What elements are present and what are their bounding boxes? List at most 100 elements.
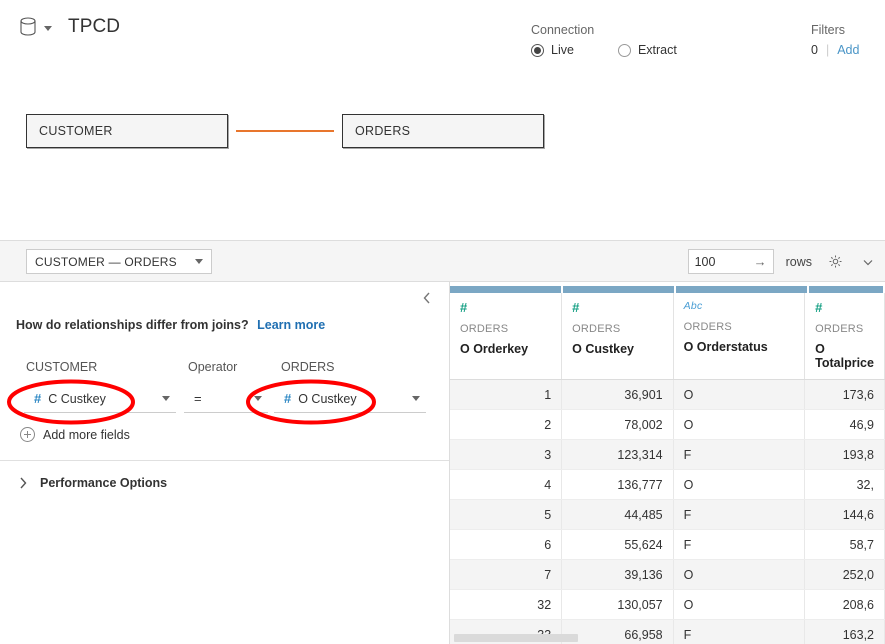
table-cell: 44,485 [561,499,674,530]
relationships-help-question: How do relationships differ from joins? [16,318,249,332]
grid-column-name: O Orderkey [460,342,529,356]
grid-column-header[interactable]: # ORDERS O Orderkey [450,293,563,380]
table-cell: 66,958 [561,619,674,644]
relationship-select[interactable]: CUSTOMER — ORDERS [26,249,212,274]
table-row[interactable]: 4 136,777 O 32, [450,469,885,500]
table-cell: 130,057 [561,589,674,620]
number-field-icon: # [34,391,42,406]
grid-header-row: # ORDERS O Orderkey # ORDERS O Custkey A… [450,293,885,380]
filters-group: Filters 0 | Add [811,23,859,57]
table-cell: 1 [450,379,563,410]
grid-column-name: O Custkey [572,342,634,356]
grid-column-header[interactable]: Abc ORDERS O Orderstatus [673,293,806,380]
table-row[interactable]: 32 130,057 O 208,6 [450,589,885,620]
grid-column-source: ORDERS [815,323,864,335]
clause-header-operator: Operator [188,360,238,374]
filters-row: 0 | Add [811,43,859,57]
arrow-right-icon[interactable]: → [753,254,767,269]
operator-selector[interactable]: = [184,385,268,413]
table-cell: 32, [804,469,885,500]
table-cell: O [673,409,806,440]
table-cell: F [673,529,806,560]
grid-column-header[interactable]: # ORDERS O Custkey [561,293,674,380]
datasource-name: TPCD [68,16,121,37]
lower-pane: How do relationships differ from joins? … [0,282,885,644]
table-cell: 193,8 [804,439,885,470]
relationship-line[interactable] [236,130,334,132]
connection-option-live-label: Live [551,43,574,57]
operator-label: = [194,391,202,406]
table-cell: 7 [450,559,563,590]
table-row[interactable]: 1 36,901 O 173,6 [450,379,885,410]
table-cell: 58,7 [804,529,885,560]
table-row[interactable]: 2 78,002 O 46,9 [450,409,885,440]
table-row[interactable]: 3 123,314 F 193,8 [450,439,885,470]
table-cell: 32 [450,589,563,620]
table-row[interactable]: 5 44,485 F 144,6 [450,499,885,530]
rows-controls: 100 → rows [687,249,875,274]
collapse-panel-button[interactable] [419,290,435,306]
data-grid: # ORDERS O Orderkey # ORDERS O Custkey A… [450,282,885,644]
left-field-selector[interactable]: # C Custkey [24,385,176,413]
grid-column-source: ORDERS [460,323,509,335]
table-cell: 39,136 [561,559,674,590]
table-cell: 163,2 [804,619,885,644]
filters-add-link[interactable]: Add [837,43,860,57]
learn-more-link[interactable]: Learn more [257,318,326,332]
table-cell: 3 [450,439,563,470]
relationship-select-label: CUSTOMER — ORDERS [35,254,177,269]
chevron-down-icon [195,259,203,264]
table-cell: 252,0 [804,559,885,590]
rows-label: rows [785,254,812,269]
canvas-table-orders[interactable]: ORDERS [342,114,544,148]
clause-header-left: CUSTOMER [26,360,98,374]
performance-options-toggle[interactable]: Performance Options [18,476,167,490]
table-cell: 173,6 [804,379,885,410]
filters-separator: | [825,43,830,57]
gear-icon[interactable] [828,254,843,269]
grid-top-accent-bar [450,286,885,293]
right-field-selector[interactable]: # O Custkey [274,385,426,413]
datasource-dropdown-caret[interactable] [44,26,52,31]
table-cell: 36,901 [561,379,674,410]
canvas-table-customer-label: CUSTOMER [39,124,113,138]
chevron-down-icon[interactable] [861,255,875,269]
grid-column-source: ORDERS [683,320,732,333]
table-row[interactable]: 7 39,136 O 252,0 [450,559,885,590]
right-field-label: O Custkey [298,391,357,406]
clause-header-right: ORDERS [281,360,335,374]
editor-divider [0,460,449,461]
connection-option-live[interactable]: Live [531,43,574,57]
datasource-title-group[interactable]: TPCD [18,16,120,38]
table-cell: 78,002 [561,409,674,440]
filters-label: Filters [811,23,846,37]
connection-option-extract[interactable]: Extract [617,43,677,57]
grid-accent-segment [563,286,676,293]
grid-column-name: O Orderstatus [683,339,768,354]
table-cell: 46,9 [804,409,885,440]
grid-toolbar: CUSTOMER — ORDERS 100 → rows [0,240,885,282]
relationship-canvas: CUSTOMER ORDERS [0,92,885,240]
database-icon [20,17,36,36]
table-cell: 136,777 [561,469,674,500]
number-field-icon: # [284,391,292,406]
grid-accent-segment [676,286,809,293]
table-cell: 55,624 [561,529,674,560]
chevron-left-icon [423,292,430,304]
relationships-help-row: How do relationships differ from joins? … [16,318,325,332]
table-cell: 4 [450,469,563,500]
horizontal-scrollbar[interactable] [454,634,578,642]
connection-option-extract-label: Extract [637,43,677,57]
add-more-fields-button[interactable]: Add more fields [20,427,130,442]
chevron-down-icon [254,396,262,401]
grid-column-header[interactable]: # ORDERS O Totalprice [804,293,885,380]
table-row[interactable]: 6 55,624 F 58,7 [450,529,885,560]
radio-extract-icon [617,43,631,57]
number-field-icon: # [572,300,580,315]
relationship-clause: CUSTOMER Operator ORDERS # C Custkey = #… [16,360,434,419]
rows-input[interactable]: 100 → [687,249,774,274]
clause-field-row: # C Custkey = # O Custkey [16,385,434,419]
table-cell: O [673,469,806,500]
canvas-table-customer[interactable]: CUSTOMER [26,114,228,148]
